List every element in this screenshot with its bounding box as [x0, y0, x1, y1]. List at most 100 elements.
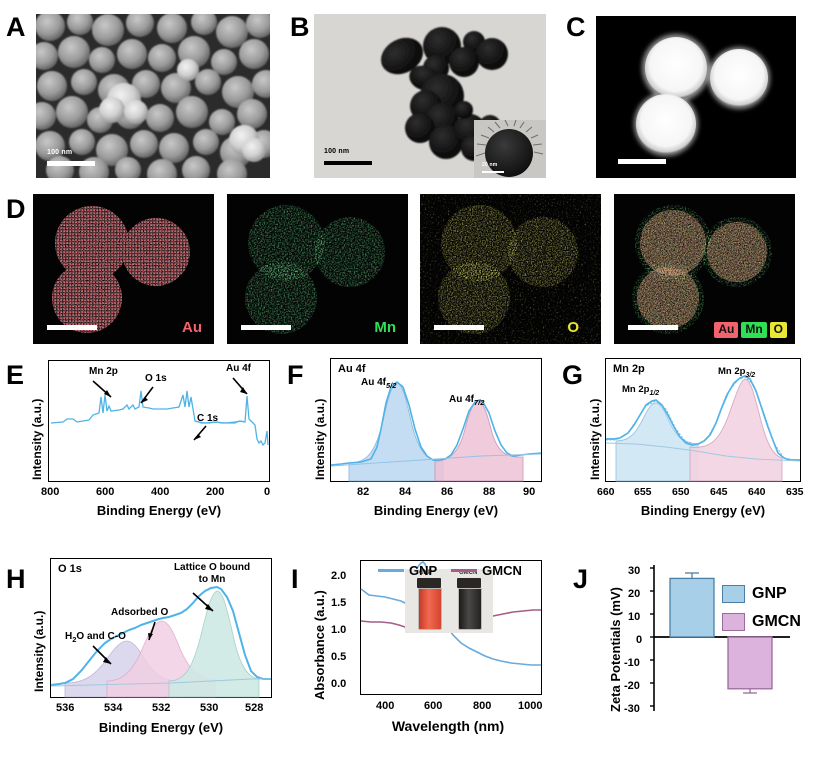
- sem-micrograph-render: [36, 14, 270, 178]
- panel-b-inset-scalebar: [482, 170, 504, 173]
- panel-j-ytick-20: 20: [628, 588, 641, 600]
- zeta-potential-bars: [650, 565, 790, 711]
- legend-swatch-gmcn: [722, 613, 745, 631]
- tem-inset-render: [474, 120, 546, 178]
- panel-e-annotation-o1s: O 1s: [145, 373, 167, 384]
- panel-d-o-scalebar: [434, 325, 484, 330]
- panel-i-xtick-800: 800: [473, 700, 492, 712]
- peak-f2-sub: 7/2: [474, 398, 485, 407]
- peak-g2-name: Mn 2p: [718, 366, 746, 377]
- panel-d-au-scalebar: [47, 325, 97, 330]
- panel-h-plot-area: O 1s Lattice O bound to Mn Adsorbed O H2…: [50, 558, 272, 698]
- legend-label-j-gmcn: GMCN: [752, 613, 801, 630]
- panel-i-xtick-400: 400: [376, 700, 395, 712]
- panel-h-plot-title: O 1s: [58, 563, 82, 575]
- panel-i-legend-item-gmcn: GMCN: [451, 563, 522, 578]
- panel-a-scalebar: [47, 161, 95, 166]
- panel-j-legend-item-gnp: GNP: [722, 585, 801, 603]
- panel-c-scalebar: [618, 159, 666, 164]
- panel-d-map-merged: Au Mn O: [614, 194, 795, 344]
- panel-g-xtick-645: 645: [710, 486, 728, 498]
- inset-vial-cap-gmcn: [457, 578, 481, 588]
- panel-e-arrow-o1s: [140, 386, 154, 404]
- panel-label-c: C: [566, 12, 586, 42]
- panel-e-annotation-c1s: C 1s: [197, 413, 219, 424]
- panel-g-peak-label-mn2p32: Mn 2p3/2: [718, 366, 755, 380]
- panel-j-y-axis-title: Zeta Potentials (mV): [608, 587, 623, 712]
- panel-e-y-axis-title: Intensity (a.u.): [30, 398, 44, 480]
- panel-i-legend: GNP GMCN: [378, 563, 522, 578]
- panel-d-au-label: Au: [182, 319, 202, 336]
- panel-i-y-axis-title: Absorbance (a.u.): [312, 590, 327, 700]
- panel-c-haadf-image: [596, 16, 796, 178]
- panel-b-scalebar: [324, 161, 372, 165]
- panel-label-f: F: [287, 360, 304, 390]
- panel-e-xtick-0: 0: [264, 486, 271, 498]
- panel-g-xtick-655: 655: [634, 486, 652, 498]
- panel-f-x-axis-title: Binding Energy (eV): [373, 503, 499, 518]
- panel-label-g: G: [562, 360, 584, 390]
- panel-e-xtick-200: 200: [206, 486, 225, 498]
- panel-h-arrow-adsorbed-o: [148, 621, 156, 641]
- panel-e-xtick-400: 400: [151, 486, 170, 498]
- panel-g-xtick-640: 640: [748, 486, 766, 498]
- panel-b-tem-image: 100 nm 20 nm: [314, 14, 546, 178]
- panel-e-xtick-800: 800: [41, 486, 60, 498]
- panel-d-mn-scalebar: [241, 325, 291, 330]
- legend-label-gmcn: GMCN: [482, 563, 522, 578]
- panel-j-ytick-0: 0: [636, 634, 643, 646]
- legend-label-j-gnp: GNP: [752, 585, 787, 602]
- panel-i-ytick-0.5: 0.5: [331, 651, 347, 663]
- panel-h-xtick-534: 534: [104, 702, 123, 714]
- panel-f-plot-area: Au 4f Au 4f5/2 Au 4f7/2: [330, 358, 542, 482]
- panel-b-scalebar-label: 100 nm: [324, 148, 350, 155]
- panel-j-legend-item-gmcn: GMCN: [722, 613, 801, 631]
- panel-a-sem-image: 100 nm: [36, 14, 270, 178]
- panel-i-inset-vials: GNP GMCN: [405, 569, 493, 633]
- panel-g-xtick-635: 635: [786, 486, 804, 498]
- panel-h-arrow-h2o-co: [92, 645, 112, 665]
- panel-e-plot-area: Mn 2p O 1s C 1s Au 4f: [48, 360, 270, 482]
- panel-g-xtick-660: 660: [597, 486, 615, 498]
- panel-i-ytick-2.0: 2.0: [331, 570, 347, 582]
- inset-vial-label-gmcn: GMCN: [459, 570, 478, 576]
- panel-i-xtick-600: 600: [424, 700, 443, 712]
- panel-d-map-au: Au: [33, 194, 214, 344]
- panel-i-ytick-0.0: 0.0: [331, 678, 347, 690]
- panel-h-xtick-532: 532: [152, 702, 171, 714]
- panel-b-inset: 20 nm: [474, 120, 546, 178]
- panel-e-arrow-c1s: [193, 425, 207, 441]
- panel-g-y-axis-title: Intensity (a.u.): [588, 398, 602, 480]
- panel-g-plot-title: Mn 2p: [613, 363, 645, 375]
- panel-label-j: J: [573, 564, 589, 594]
- panel-g-peak-label-mn2p12: Mn 2p1/2: [622, 384, 659, 398]
- panel-label-h: H: [6, 564, 26, 594]
- merged-legend-au: Au: [714, 322, 739, 338]
- panel-h-xtick-536: 536: [56, 702, 75, 714]
- au4f-xps-trace: [330, 380, 542, 482]
- panel-j-plot-area: [650, 565, 790, 711]
- panel-f-peak-label-au4f72: Au 4f7/2: [449, 394, 484, 407]
- mn2p-xps-trace: [605, 375, 801, 482]
- panel-h-peak-label-lattice-o: Lattice O bound to Mn: [173, 562, 251, 585]
- haadf-stem-render: [596, 16, 796, 178]
- merged-legend-mn: Mn: [741, 322, 767, 338]
- panel-h-y-axis-title: Intensity (a.u.): [32, 610, 46, 692]
- inset-vial-label-gnp: GNP: [419, 570, 433, 576]
- tem-micrograph-render: [314, 14, 546, 178]
- panel-label-d: D: [6, 194, 26, 224]
- panel-i-x-axis-title: Wavelength (nm): [391, 718, 505, 734]
- panel-f-xtick-86: 86: [441, 486, 454, 498]
- eds-map-merged-render: [614, 194, 795, 344]
- peak-g1-name: Mn 2p: [622, 384, 650, 395]
- eds-map-au-render: [33, 194, 214, 344]
- peak-f2-name: Au 4f: [449, 394, 474, 405]
- panel-e-arrow-mn2p: [92, 380, 112, 398]
- panel-f-peak-label-au4f52: Au 4f5/2: [361, 377, 396, 390]
- legend-label-gnp: GNP: [409, 563, 438, 578]
- panel-f-xtick-88: 88: [483, 486, 496, 498]
- inset-vial-body-gnp: [418, 588, 442, 630]
- panel-j-ytick--30: -30: [624, 703, 640, 715]
- o1s-xps-trace: [50, 585, 271, 698]
